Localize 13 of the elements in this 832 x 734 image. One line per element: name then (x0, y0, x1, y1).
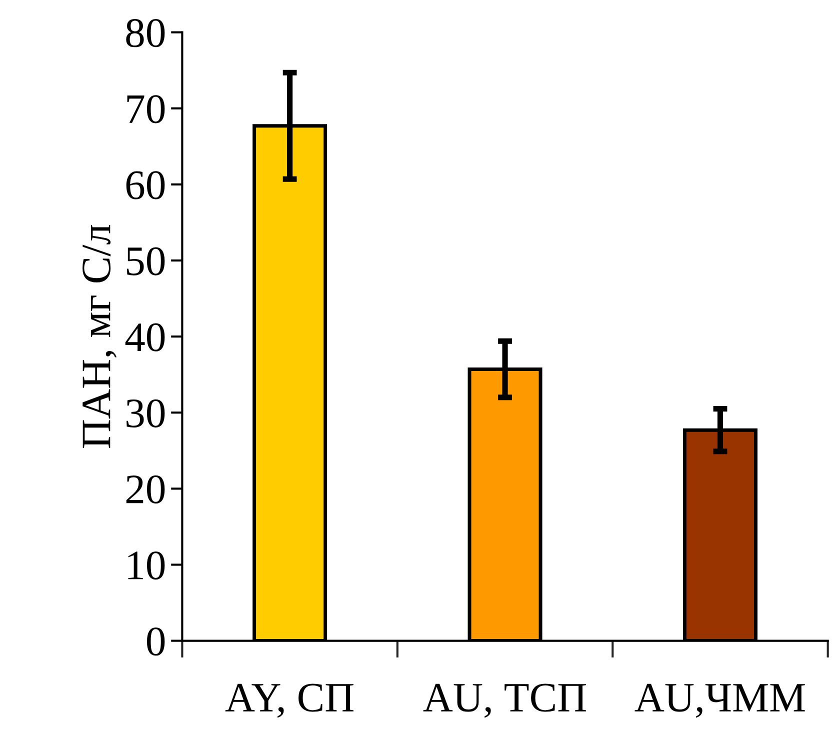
y-tick-label: 0 (146, 628, 165, 656)
y-tick-label: 40 (125, 323, 165, 352)
y-axis-title: ПАН, мг С/л (82, 224, 117, 448)
y-tick-label: 60 (126, 171, 165, 200)
y-tick-label: 30 (126, 399, 165, 428)
x-tick-label: AU,ЧММ (634, 684, 805, 718)
y-tick-label: 70 (127, 95, 165, 124)
y-tick-label: 80 (126, 19, 165, 48)
y-tick-label: 20 (126, 475, 165, 504)
y-tick-label: 50 (126, 247, 165, 276)
x-tick-label: AY, СП (225, 684, 354, 718)
x-tick-label: AU, ТСП (423, 684, 586, 718)
y-tick-label: 10 (128, 551, 165, 580)
